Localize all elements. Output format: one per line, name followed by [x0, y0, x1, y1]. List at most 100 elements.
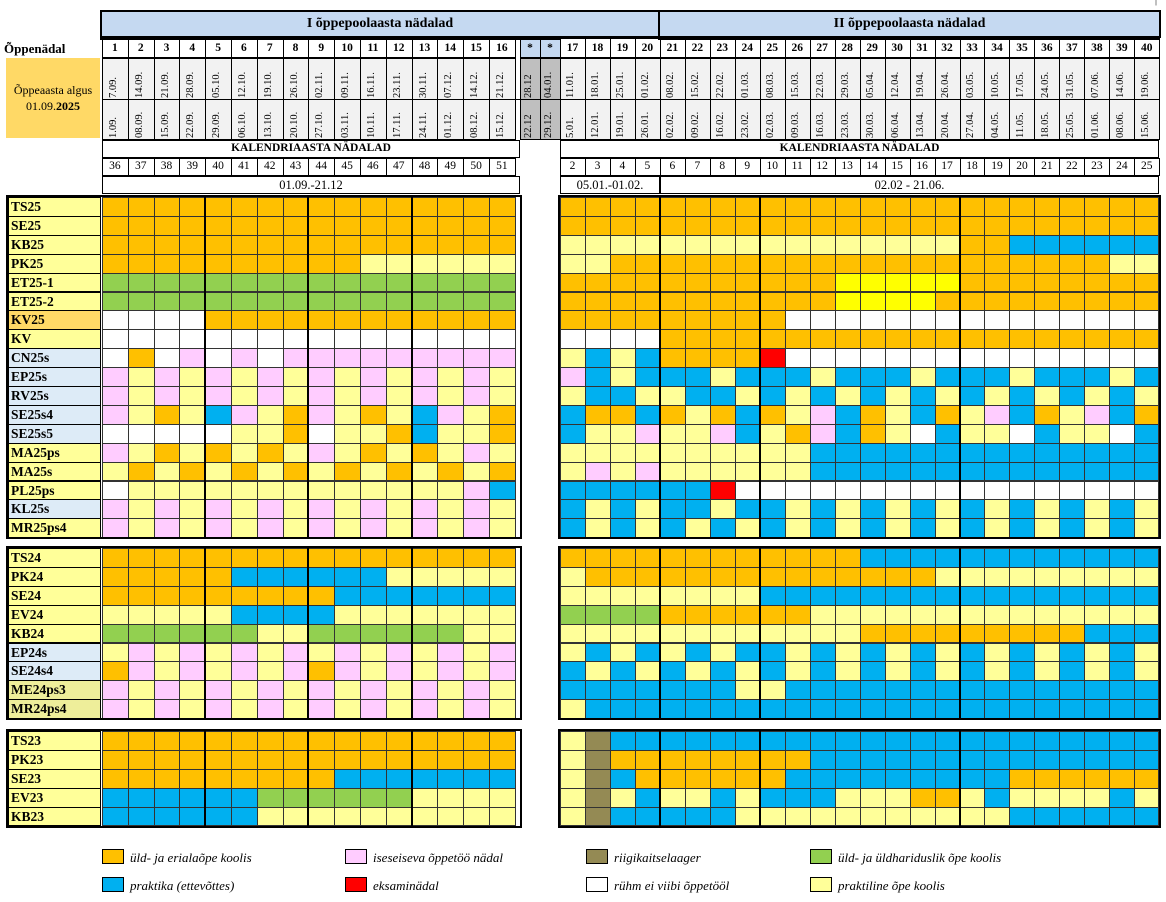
study-week-number: 26 [791, 42, 803, 54]
study-week-number: 17 [566, 42, 579, 54]
calendar-week-number: 5 [644, 160, 651, 172]
week-start-date: 15.06. [1139, 111, 1151, 138]
week-end-date: 26.10. [288, 71, 300, 98]
week-start-date: 09.03. [790, 111, 802, 138]
study-week-number: 13 [418, 42, 431, 54]
legend-label: üld- ja erialaõpe koolis [130, 850, 252, 865]
month-separator [410, 197, 413, 538]
range-text-2: 05.01.-01.02. [576, 178, 644, 192]
study-week-number: 40 [1141, 42, 1153, 54]
week-start-date: 17.11. [391, 112, 403, 138]
week-end-date: 04.01. [543, 71, 554, 98]
week-start-date: 06.04. [890, 111, 902, 138]
month-separator [958, 731, 961, 826]
calendar-week-number: 20 [1016, 160, 1028, 172]
block-frame-left [6, 729, 522, 828]
calendar-week-cell [1134, 158, 1161, 176]
calendar-bar-2 [560, 140, 1159, 158]
legend-swatch [345, 849, 367, 864]
study-week-label: Õppenädal [4, 41, 66, 56]
legend-label: iseseiseva õppetöö nädal [373, 850, 503, 865]
week-end-date: 03.05. [965, 71, 976, 98]
week-end-date: 25.01. [615, 71, 627, 98]
study-week-number: 37 [1066, 42, 1078, 54]
week-start-date: 02.03. [765, 111, 777, 138]
week-end-date: 11.01. [565, 72, 577, 98]
week-end-date: 18.01. [590, 71, 602, 98]
week-start-date: 01.12. [443, 111, 455, 138]
calendar-week-number: 3 [594, 160, 601, 172]
week-end-date: 31.05. [1064, 71, 1076, 98]
week-start-date: 27.10. [314, 111, 326, 138]
month-separator [410, 548, 413, 719]
calendar-week-number: 40 [212, 160, 224, 172]
calendar-bar-1 [102, 140, 520, 158]
week-end-date: 08.02. [665, 71, 677, 98]
calendar-week-number: 41 [238, 160, 250, 172]
header-frame-right [658, 38, 1159, 40]
week-end-date: 01.03. [740, 71, 752, 98]
week-start-date: 18.05. [1039, 111, 1051, 138]
week-start-date: 04.05. [989, 111, 1001, 138]
study-week-number: 8 [292, 42, 299, 54]
group-name: SE25 [11, 217, 42, 233]
calendar-week-number: 22 [1066, 160, 1078, 172]
month-separator [410, 731, 413, 826]
week-start-date: 20.10. [288, 111, 300, 138]
study-week-number: 38 [1091, 42, 1103, 54]
calendar-week-number: 17 [941, 160, 953, 172]
study-week-number: 2 [137, 42, 144, 54]
study-week-number: * [527, 42, 533, 54]
calendar-week-number: 16 [916, 160, 928, 172]
legend-label: eksaminädal [373, 878, 439, 893]
month-separator [204, 731, 207, 826]
week-end-date: 15.03. [790, 71, 802, 98]
week-end-date: 26.04. [940, 71, 952, 98]
week-end-date: 10.05. [989, 71, 1001, 98]
week-end-date: 28.12 [523, 74, 534, 98]
week-start-date: 08.12. [469, 111, 481, 138]
week-end-date: 19.04. [915, 71, 927, 98]
week-end-date: 22.02. [715, 71, 727, 98]
calendar-week-number: 37 [134, 160, 147, 172]
study-week-number: 33 [966, 42, 978, 54]
block-frame-right [558, 195, 1161, 540]
study-week-number: 32 [941, 42, 953, 54]
study-week-number: 11 [367, 42, 379, 54]
calendar-week-cell [489, 158, 516, 176]
semester1-title: I õppepoolaasta nädalad [306, 16, 454, 31]
year-start-box [6, 58, 100, 138]
legend-label: rühm ei viibi õppetööl [614, 878, 730, 893]
study-week-number: 25 [766, 42, 778, 54]
week-start-date: 29.12. [543, 111, 554, 138]
calendar-week-number: 10 [766, 160, 778, 172]
calendar-week-number: 18 [966, 160, 978, 172]
study-week-number: 14 [444, 42, 457, 54]
month-separator [758, 731, 761, 826]
week-start-date: 12.01. [590, 111, 602, 138]
calendar-week-number: 4 [619, 160, 626, 172]
week-start-date: 27.04. [965, 111, 976, 138]
week-end-date: 17.05. [1014, 71, 1026, 98]
week-start-date: 11.05. [1014, 112, 1026, 138]
week-start-date: 20.04. [940, 111, 952, 138]
legend-swatch [810, 877, 832, 892]
month-separator [758, 548, 761, 719]
week-end-date: 16.11. [365, 72, 377, 98]
week-start-date: 08.09. [133, 111, 145, 138]
study-week-number: 34 [991, 42, 1003, 54]
calendar-week-number: 9 [744, 160, 751, 172]
block-frame-right [558, 546, 1161, 721]
month-separator [658, 731, 661, 826]
week-end-date: 19.06. [1139, 71, 1151, 98]
calendar-week-number: 21 [1041, 160, 1053, 172]
legend-label: üld- ja üldhariduslik õpe koolis [838, 850, 1002, 865]
week-start-date: 13.10. [262, 111, 274, 138]
week-end-date: 14.06. [1114, 71, 1126, 98]
legend-label: riigikaitselaager [614, 850, 701, 865]
calendar-week-number: 2 [569, 160, 576, 172]
week-start-date: 26.01. [640, 111, 652, 138]
month-separator [204, 197, 207, 538]
study-week-number: 5 [215, 42, 221, 54]
